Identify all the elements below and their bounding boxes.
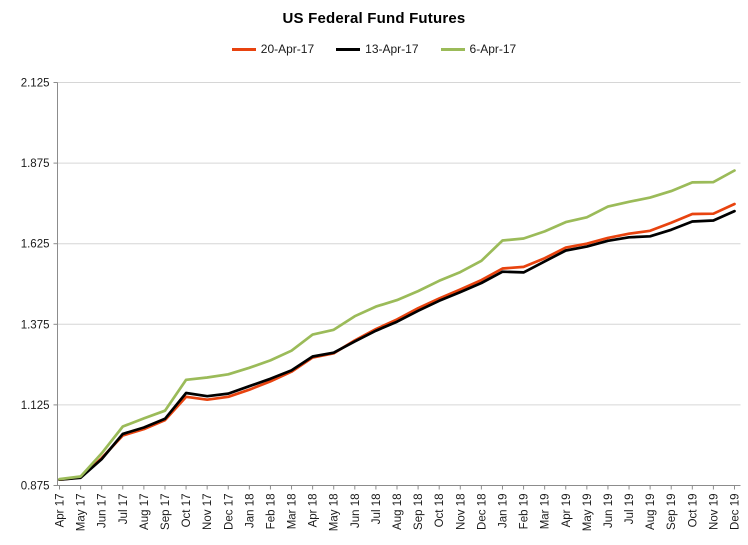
- x-axis-label: Dec 18: [476, 494, 488, 530]
- legend-item-13-Apr-17: 13-Apr-17: [336, 42, 419, 56]
- x-axis-label: Nov 17: [202, 494, 214, 530]
- x-axis-label: Sep 17: [160, 494, 172, 530]
- x-axis-label: Jan 19: [497, 494, 509, 529]
- x-axis-label: Aug 18: [392, 494, 404, 530]
- legend-swatch-icon: [231, 47, 256, 51]
- x-axis-label: Mar 18: [287, 494, 299, 530]
- y-axis-label: 1.625: [21, 239, 50, 251]
- chart-title: US Federal Fund Futures: [282, 10, 466, 27]
- y-axis-label: 1.875: [21, 158, 50, 170]
- x-axis-label: Aug 19: [645, 494, 657, 530]
- x-axis-label: Oct 18: [434, 494, 446, 528]
- series-line-6-Apr-17: [58, 169, 736, 481]
- series-line-20-Apr-17: [58, 202, 736, 482]
- x-axis-label: Oct 17: [181, 494, 193, 528]
- x-axis-label: Aug 17: [139, 494, 151, 530]
- x-axis-label: Nov 19: [708, 494, 720, 530]
- y-axis-label: 1.375: [21, 319, 50, 331]
- y-axis-label: 2.125: [21, 78, 50, 90]
- x-axis-label: Sep 19: [666, 494, 678, 530]
- x-axis-label: Jun 19: [603, 494, 615, 529]
- x-axis-label: Jun 18: [350, 494, 362, 529]
- series-line-13-Apr-17: [58, 209, 736, 482]
- x-axis-label: Mar 19: [540, 494, 552, 530]
- x-axis-label: May 19: [582, 494, 594, 532]
- x-axis-label: Dec 19: [730, 494, 742, 530]
- legend-label: 6-Apr-17: [469, 42, 517, 56]
- x-axis-label: Oct 19: [687, 494, 699, 528]
- x-axis-label: Apr 19: [561, 494, 573, 528]
- y-axis-label: 0.875: [21, 481, 50, 493]
- x-axis-label: Dec 17: [223, 494, 235, 530]
- legend-item-20-Apr-17: 20-Apr-17: [231, 42, 315, 56]
- x-axis-label: Sep 18: [413, 494, 425, 530]
- x-axis-label: Apr 18: [308, 494, 320, 528]
- legend-label: 20-Apr-17: [260, 42, 315, 56]
- x-axis-label: Apr 17: [55, 494, 67, 528]
- x-axis-label: Jul 17: [118, 494, 130, 525]
- x-axis-label: Jun 17: [97, 494, 109, 529]
- legend-swatch-icon: [336, 47, 361, 51]
- legend: 20-Apr-17 13-Apr-17 6-Apr-17: [0, 42, 748, 56]
- y-axis-label: 1.125: [21, 400, 50, 412]
- x-axis-label: Jan 18: [244, 494, 256, 529]
- legend-label: 13-Apr-17: [365, 42, 419, 56]
- x-axis-label: Nov 18: [455, 494, 467, 530]
- x-axis-label: May 17: [76, 494, 88, 532]
- x-axis-label: Jul 19: [624, 494, 636, 525]
- legend-swatch-icon: [440, 47, 465, 51]
- legend-item-6-Apr-17: 6-Apr-17: [440, 42, 517, 56]
- x-axis-label: Jul 18: [371, 494, 383, 525]
- x-axis-label: May 18: [329, 494, 341, 532]
- x-axis-label: Feb 18: [265, 494, 277, 530]
- x-axis-label: Feb 19: [519, 494, 531, 530]
